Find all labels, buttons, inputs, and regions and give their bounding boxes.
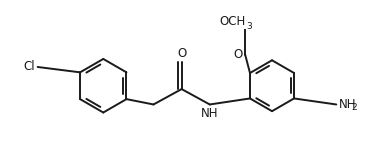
Text: O: O	[177, 47, 186, 60]
Text: 3: 3	[246, 22, 252, 32]
Text: OCH: OCH	[219, 15, 245, 28]
Text: Cl: Cl	[23, 60, 35, 73]
Text: O: O	[233, 48, 243, 61]
Text: 2: 2	[352, 103, 358, 112]
Text: NH: NH	[339, 98, 356, 111]
Text: NH: NH	[201, 107, 218, 120]
